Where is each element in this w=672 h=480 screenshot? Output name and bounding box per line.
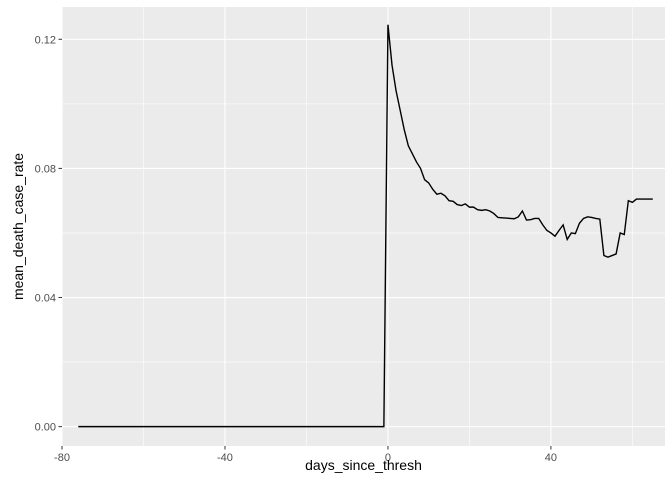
series-line bbox=[78, 24, 653, 428]
minor-gridlines bbox=[62, 7, 665, 446]
plot-panel bbox=[62, 7, 665, 446]
x-tick-label: -40 bbox=[217, 452, 233, 464]
y-tick-label: 0.08 bbox=[35, 163, 56, 175]
x-tick-label: 40 bbox=[545, 452, 557, 464]
y-axis-ticks: 0.00 0.04 0.08 0.12 bbox=[35, 34, 62, 434]
y-axis-title: mean_death_case_rate bbox=[10, 153, 26, 300]
y-tick-label: 0.04 bbox=[35, 293, 56, 305]
y-tick-label: 0.12 bbox=[35, 34, 56, 46]
x-tick-label: 0 bbox=[385, 452, 391, 464]
x-axis-title: days_since_thresh bbox=[305, 457, 422, 473]
y-tick-label: 0.00 bbox=[35, 422, 56, 434]
x-tick-label: -80 bbox=[54, 452, 70, 464]
x-axis-ticks: -80 -40 0 40 bbox=[54, 446, 557, 464]
